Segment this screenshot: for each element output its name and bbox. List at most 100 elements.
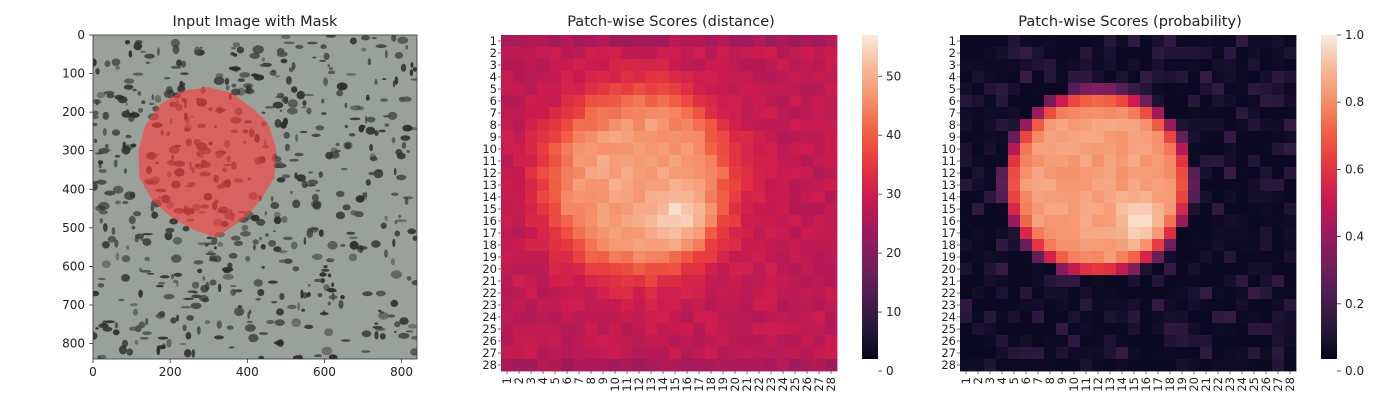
heatmap-cell: [765, 59, 778, 72]
heatmap-cell: [597, 311, 610, 324]
heatmap-cell: [741, 119, 754, 132]
heatmap-cell: [609, 167, 622, 180]
texture-speck: [97, 283, 105, 288]
row-label: 27: [482, 346, 497, 360]
row-label: 7: [490, 106, 497, 120]
heatmap-cell: [573, 335, 586, 348]
heatmap-cell: [501, 59, 514, 72]
heatmap-cell: [1212, 323, 1225, 336]
texture-speck: [326, 258, 335, 263]
heatmap-cell: [657, 359, 670, 372]
heatmap-cell: [1248, 107, 1261, 120]
heatmap-cell: [657, 107, 670, 120]
heatmap-cell: [501, 251, 514, 264]
texture-speck: [406, 276, 412, 281]
heatmap-cell: [1020, 35, 1033, 48]
heatmap-cell: [645, 71, 658, 84]
heatmap-cell: [729, 167, 742, 180]
heatmap-cell: [585, 179, 598, 192]
heatmap-cell: [1032, 287, 1045, 300]
heatmap-cell: [801, 251, 814, 264]
heatmap-cell: [1104, 83, 1117, 96]
colorbar-tick-label: 20: [886, 246, 901, 260]
heatmap-cell: [669, 239, 682, 252]
heatmap-cell: [801, 203, 814, 216]
heatmap-cell: [585, 143, 598, 156]
heatmap-cell: [1176, 47, 1189, 60]
heatmap-cell: [741, 215, 754, 228]
texture-speck: [294, 152, 304, 157]
texture-speck: [340, 243, 346, 247]
heatmap-cell: [1056, 227, 1069, 240]
heatmap-cell: [1284, 35, 1297, 48]
heatmap-cell: [1200, 107, 1213, 120]
heatmap-cell: [1164, 191, 1177, 204]
heatmap-cell: [1128, 119, 1141, 132]
heatmap-cell: [633, 35, 646, 48]
texture-speck: [288, 158, 300, 162]
heatmap-cell: [501, 359, 514, 372]
texture-speck: [345, 73, 357, 76]
heatmap-cell: [597, 227, 610, 240]
heatmap-cell: [777, 227, 790, 240]
texture-speck: [258, 356, 265, 359]
heatmap-cell: [1224, 359, 1237, 372]
heatmap-cell: [1272, 59, 1285, 72]
heatmap-cell: [693, 95, 706, 108]
heatmap-cell: [657, 347, 670, 360]
heatmap-cell: [1164, 203, 1177, 216]
heatmap-cell: [1020, 155, 1033, 168]
texture-speck: [283, 96, 289, 104]
heatmap-cell: [1056, 251, 1069, 264]
heatmap-cell: [1188, 35, 1201, 48]
heatmap-cell: [657, 155, 670, 168]
heatmap-cell: [1200, 239, 1213, 252]
heatmap-cell: [1104, 107, 1117, 120]
row-label: 22: [941, 286, 956, 300]
heatmap-cell: [573, 35, 586, 48]
heatmap-cell: [801, 107, 814, 120]
texture-speck: [375, 44, 387, 49]
texture-speck: [307, 179, 319, 185]
heatmap-cell: [960, 155, 973, 168]
heatmap-cell: [972, 71, 985, 84]
heatmap-cell: [1092, 347, 1105, 360]
heatmap-cell: [501, 191, 514, 204]
heatmap-cell: [501, 287, 514, 300]
heatmap-cell: [513, 131, 526, 144]
texture-speck: [282, 117, 289, 126]
heatmap-cell: [513, 47, 526, 60]
texture-speck: [114, 322, 119, 329]
texture-speck: [380, 98, 388, 102]
heatmap-cell: [777, 263, 790, 276]
texture-speck: [183, 297, 194, 300]
heatmap-cell: [789, 191, 802, 204]
heatmap-cell: [657, 95, 670, 108]
heatmap-cell: [1140, 203, 1153, 216]
heatmap-cell: [996, 275, 1009, 288]
heatmap-cell: [1020, 299, 1033, 312]
heatmap-cell: [1200, 287, 1213, 300]
heatmap-cell: [1212, 191, 1225, 204]
texture-speck: [260, 244, 266, 250]
heatmap-cell: [813, 287, 826, 300]
heatmap-cell: [1188, 215, 1201, 228]
heatmap-cell: [960, 287, 973, 300]
texture-speck: [373, 169, 384, 179]
heatmap-cell: [573, 251, 586, 264]
heatmap-cell: [1140, 323, 1153, 336]
texture-speck: [112, 185, 124, 194]
heatmap-cell: [609, 359, 622, 372]
heatmap-cell: [972, 311, 985, 324]
heatmap-cell: [1104, 143, 1117, 156]
heatmap-cell: [1092, 131, 1105, 144]
heatmap-cell: [621, 71, 634, 84]
heatmap-cell: [1008, 131, 1021, 144]
heatmap-cell: [984, 95, 997, 108]
heatmap-cell: [561, 119, 574, 132]
heatmap-cell: [1260, 191, 1273, 204]
heatmap-cell: [1212, 47, 1225, 60]
heatmap-cell: [621, 215, 634, 228]
texture-speck: [327, 64, 331, 67]
heatmap-cell: [1104, 95, 1117, 108]
